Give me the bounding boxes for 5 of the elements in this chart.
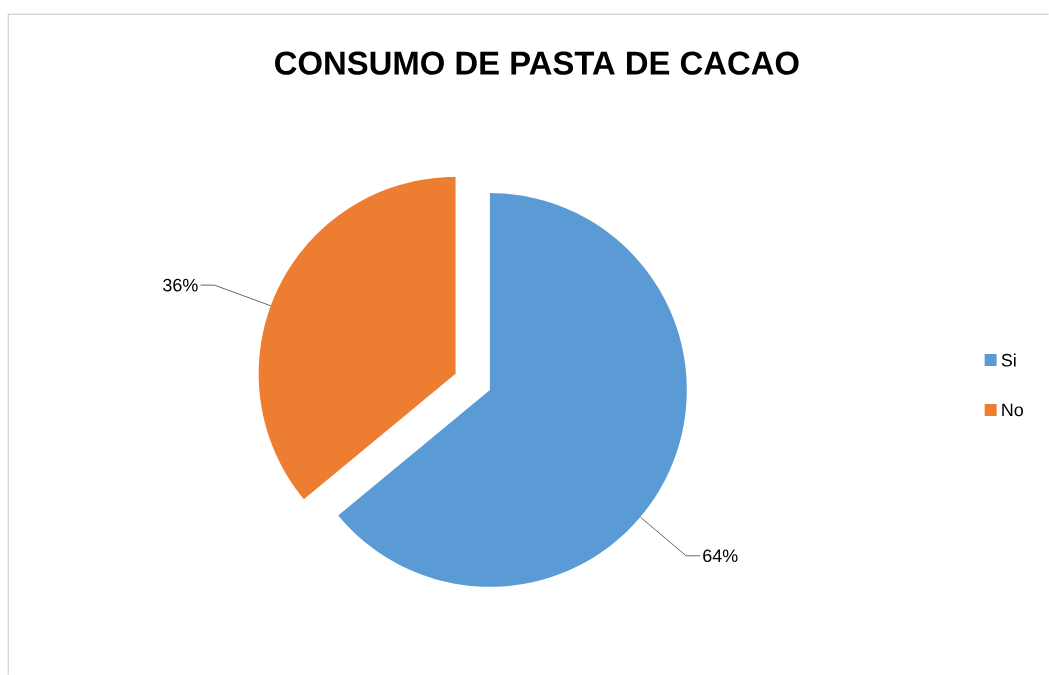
data-label: 64% [703,549,738,563]
legend-label: Si [1001,353,1016,367]
data-label: 36% [163,278,198,292]
legend-label: No [1002,403,1023,417]
chart-title: CONSUMO DE PASTA DE CACAO [275,51,799,75]
